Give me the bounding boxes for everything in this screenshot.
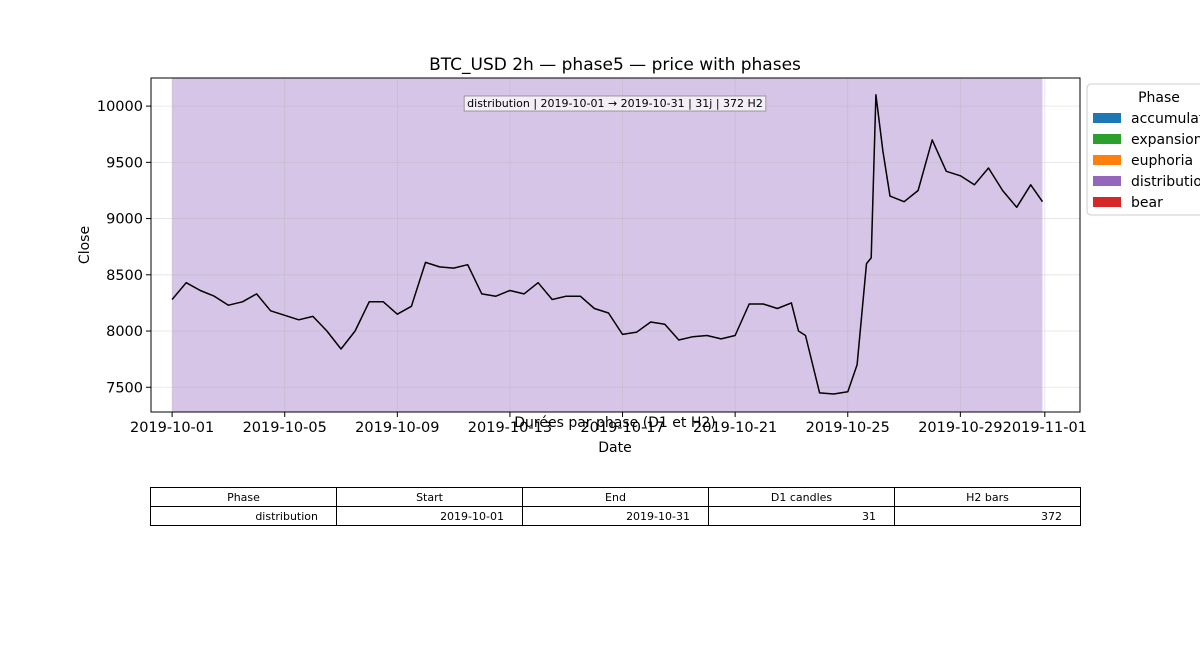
y-axis-label: Close [77,226,93,264]
legend-swatch-bear [1093,197,1121,207]
table-header-cell: End [522,487,709,507]
phase-span-layer [172,78,1043,412]
y-tick-label: 9000 [106,212,143,228]
legend-label-expansion: expansion [1131,132,1200,148]
phase-annotation-box [463,95,767,112]
phase-annotation: distribution | 2019-10-01 → 2019-10-31 |… [463,95,767,112]
table-header-row: Phase Start End D1 candles H2 bars [150,487,1081,507]
y-tick-label: 8000 [106,324,143,340]
table-cell: 2019-10-01 [336,506,523,526]
legend-label-bear: bear [1131,195,1163,211]
x-tick-label: 2019-10-21 [693,420,777,436]
legend-label-accumulation: accumulation [1131,111,1200,127]
phase-span-distribution [172,78,1043,412]
plot-frame [150,77,1081,413]
y-tick-label: 8500 [106,268,143,284]
legend-swatch-accumulation [1093,113,1121,123]
price-line [171,94,1044,395]
x-axis: 2019-10-01 2019-10-05 2019-10-09 2019-10-13… [130,412,1087,436]
phase-annotation-text: distribution | 2019-10-01 → 2019-10-31 |… [467,97,763,110]
x-tick-label: 2019-10-09 [355,420,439,436]
x-tick-label: 2019-10-25 [806,420,890,436]
legend: Phase accumulation expansion euphoria distr… [1086,83,1200,216]
y-tick-label: 7500 [106,380,143,396]
table-cell: 2019-10-31 [522,506,709,526]
legend-swatch-euphoria [1093,155,1121,165]
legend-swatch-expansion [1093,134,1121,144]
y-tick-label: 9500 [106,155,143,171]
table-title: Durées par phase (D1 et H2) [514,415,716,431]
x-tick-label: 2019-10-29 [918,420,1002,436]
legend-title: Phase [1138,90,1180,106]
x-tick-label: 2019-10-05 [243,420,327,436]
table-cell: 372 [894,506,1081,526]
table-cell: distribution [150,506,337,526]
x-tick-label: 2019-10-01 [130,420,214,436]
table-cell: 31 [708,506,895,526]
table-header-cell: Phase [150,487,337,507]
table-row: distribution 2019-10-01 2019-10-31 31 37… [150,506,1081,526]
y-axis: 7500 8000 8500 9000 9500 10000 [97,99,151,396]
price-line-layer [171,94,1044,395]
table-header-cell: H2 bars [894,487,1081,507]
phase-duration-table: Phase Start End D1 candles H2 bars distr… [150,487,1081,526]
table-header-cell: D1 candles [708,487,895,507]
legend-swatch-distribution [1093,176,1121,186]
chart-title: BTC_USD 2h — phase5 — price with phases [429,55,801,75]
legend-label-euphoria: euphoria [1131,153,1193,169]
x-tick-label: 2019-10-17 [580,420,664,436]
grid-layer [151,78,1080,412]
legend-label-distribution: distribution [1131,174,1200,190]
x-tick-label: 2019-11-01 [1003,420,1087,436]
x-tick-label: 2019-10-13 [468,420,552,436]
y-tick-label: 10000 [97,99,143,115]
x-axis-label: Date [598,440,631,456]
table-header-cell: Start [336,487,523,507]
